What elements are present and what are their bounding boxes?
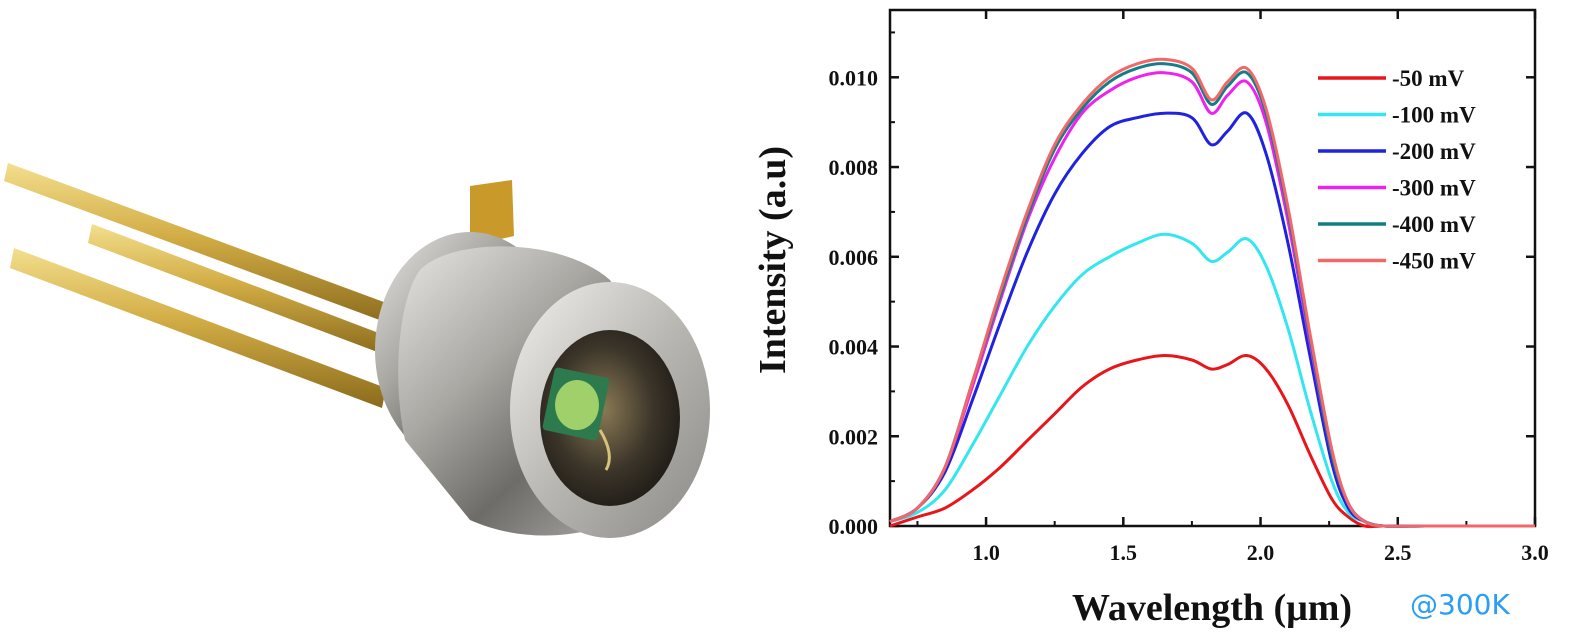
y-tick-label: 0.010 xyxy=(829,65,879,90)
legend-label: -400 mV xyxy=(1392,212,1476,237)
x-axis-title: Wavelength (μm) xyxy=(1072,587,1352,629)
ground-tab xyxy=(470,180,514,246)
series-line-0 xyxy=(889,353,1535,529)
series-line-5 xyxy=(889,57,1535,528)
plot-frame xyxy=(888,8,1537,528)
sensor-active-area xyxy=(555,380,599,430)
series-line-4 xyxy=(889,62,1535,528)
legend-label: -200 mV xyxy=(1392,139,1476,164)
legend-label: -300 mV xyxy=(1392,176,1476,201)
y-tick-label: 0.006 xyxy=(829,245,879,270)
bond-wire xyxy=(598,429,611,471)
pin-middle xyxy=(88,224,392,356)
y-tick-label: 0.008 xyxy=(829,155,879,180)
y-tick-label: 0.000 xyxy=(829,514,879,539)
y-tick-label: 0.004 xyxy=(829,335,879,360)
legend-label: -100 mV xyxy=(1392,103,1476,128)
x-tick-label: 1.5 xyxy=(1110,540,1138,565)
series-layer xyxy=(889,57,1535,529)
plot-border xyxy=(888,8,1537,528)
photodetector-photo xyxy=(4,163,710,538)
x-tick-label: 2.5 xyxy=(1384,540,1412,565)
legend-label: -50 mV xyxy=(1392,66,1465,91)
y-tick-label: 0.002 xyxy=(829,424,879,449)
x-tick-label: 3.0 xyxy=(1521,540,1549,565)
y-axis: 0.000 0.002 0.004 0.006 0.008 0.010 xyxy=(829,31,1535,539)
temperature-annotation: @300K xyxy=(1410,588,1510,621)
x-axis: 1.0 1.5 2.0 2.5 3.0 xyxy=(916,10,1549,565)
x-tick-label: 2.0 xyxy=(1247,540,1275,565)
pin-top xyxy=(4,163,400,326)
pin-bottom xyxy=(10,248,386,408)
legend: -50 mV -100 mV -200 mV -300 mV -400 mV -450 m… xyxy=(1318,66,1476,274)
series-line-1 xyxy=(889,232,1535,528)
legend-label: -450 mV xyxy=(1392,249,1476,274)
y-axis-title: Intensity (a.u) xyxy=(752,146,794,374)
x-tick-label: 1.0 xyxy=(972,540,1000,565)
